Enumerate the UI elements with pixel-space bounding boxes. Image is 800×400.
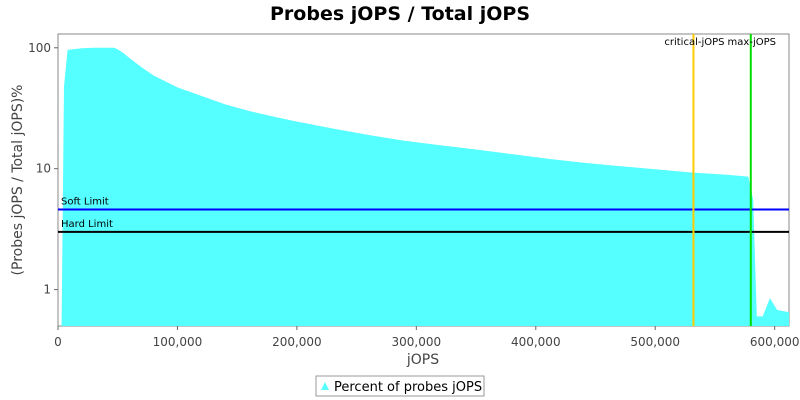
hline-label-0: Soft Limit	[61, 196, 109, 207]
vline-label-2: critical-jOPS	[664, 37, 724, 48]
x-tick-label-5: 500,000	[630, 335, 680, 349]
axes: 0 100,000 200,000 300,000 400,000 500,000 600,…	[28, 41, 799, 349]
x-tick-label-2: 200,000	[272, 335, 322, 349]
vline-label-3: max-jOPS	[728, 37, 776, 48]
reference-lines: Soft Limit Hard Limit critical-jOPS max-jOP…	[58, 34, 789, 326]
legend: Percent of probes jOPS	[315, 375, 485, 397]
y-tick-label-0: 1	[43, 283, 51, 297]
legend-label: Percent of probes jOPS	[334, 380, 482, 395]
hline-label-1: Hard Limit	[61, 219, 113, 230]
legend-box	[315, 375, 485, 397]
x-tick-label-1: 100,000	[153, 335, 203, 349]
x-tick-label-3: 300,000	[392, 335, 442, 349]
y-tick-label-2: 100	[28, 41, 51, 55]
series-area-0	[61, 47, 790, 327]
x-tick-label-0: 0	[54, 335, 62, 349]
y-tick-label-1: 10	[36, 162, 51, 176]
chart-title: Probes jOPS / Total jOPS	[270, 3, 530, 25]
y-axis-label: (Probes jOPS / Total jOPS)%	[10, 85, 26, 276]
x-tick-label-4: 400,000	[511, 335, 561, 349]
series-area-layer	[61, 47, 790, 327]
legend-swatch-icon	[321, 382, 329, 390]
x-axis-label: jOPS	[406, 352, 439, 368]
x-tick-label-6: 600,000	[750, 335, 800, 349]
